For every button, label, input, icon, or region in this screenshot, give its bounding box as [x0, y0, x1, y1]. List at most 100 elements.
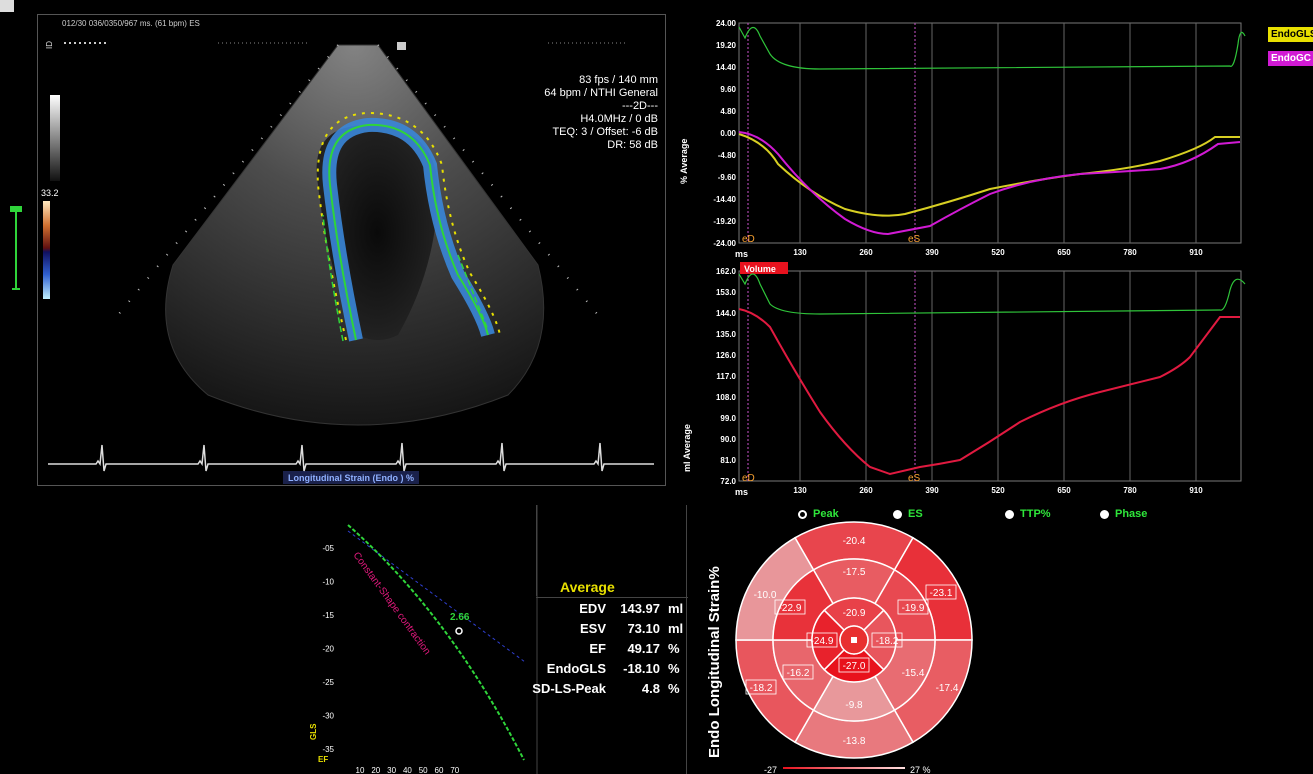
gls-ylabel: GLS [309, 723, 318, 740]
stats-title: Average [560, 579, 615, 595]
strain-y-tick: 19.20 [716, 41, 737, 50]
gls-y-tick: -05 [322, 544, 334, 553]
legend-endo-gc[interactable]: EndoGC [1268, 51, 1313, 66]
radio-peak[interactable]: Peak [798, 508, 839, 520]
bullseye-value-basal_inf: -13.8 [843, 736, 866, 747]
bullseye-value-mid_antlat: -19.9 [902, 603, 925, 614]
radio-es[interactable]: ES [893, 508, 923, 520]
view-label: Longitudinal Strain (Endo ) % [288, 473, 414, 483]
bullseye-value-apical_sep: -24.9 [811, 636, 834, 647]
bullseye-value-box [871, 632, 903, 648]
volume-title-bg [740, 262, 788, 274]
gls-ef-chart[interactable]: -05 -10 -15 -20 -25 -30 -35 10 20 30 40 50 60 70 GLS… [300, 505, 540, 774]
radio-phase-dot[interactable] [1100, 509, 1109, 519]
strain-y-tick: 14.40 [716, 63, 737, 72]
stats-label: EndoGLS [546, 661, 606, 676]
imaging-param-6: DR: 58 dB [607, 139, 658, 151]
ef-x-tick: 70 [450, 766, 459, 774]
bullseye-value-box [838, 657, 870, 673]
stats-label: SD-LS-Peak [532, 681, 606, 696]
radio-peak-dot[interactable] [798, 509, 807, 519]
volume-y-tick: 153.0 [716, 288, 737, 297]
volume-eD-marker: eD [742, 473, 755, 484]
volume-y-tick: 81.0 [720, 456, 736, 465]
bullseye-value-box [745, 679, 777, 695]
ecg-trace [48, 442, 654, 472]
stats-label: EDV [579, 601, 606, 616]
strain-y-tick: -9.60 [718, 173, 737, 182]
volume-y-tick: 108.0 [716, 393, 737, 402]
stats-unit: % [668, 661, 680, 676]
bullseye-value-apical_ant: -20.9 [843, 608, 866, 619]
radio-es-dot[interactable] [893, 509, 902, 519]
probe-marker [397, 42, 406, 50]
color-scale-value: 33.2 [41, 188, 59, 198]
volume-ecg-trace [738, 273, 1246, 315]
ef-x-tick: 60 [435, 766, 444, 774]
frame-slider[interactable] [10, 206, 22, 290]
strain-eS-marker: eS [908, 234, 921, 245]
strain-chart[interactable]: 24.00 19.20 14.40 9.60 4.80 0.00 -4.80 -9.60 -14… [660, 14, 1250, 264]
strain-y-tick: 24.00 [716, 19, 737, 28]
volume-y-tick: 72.0 [720, 477, 736, 486]
stats-row: EndoGLS -18.10% [536, 661, 688, 679]
volume-ms-label: ms [735, 487, 748, 497]
strain-x-tick: 130 [793, 248, 807, 257]
strain-y-tick: -14.40 [713, 195, 736, 204]
strain-ylabel: % Average [679, 139, 689, 184]
echo-mark-left: ID [45, 41, 54, 49]
echo-image[interactable]: 012/30 036/0350/967 ms. (61 bpm) ES ID 8… [38, 15, 665, 485]
volume-x-tick: 130 [793, 486, 807, 495]
bullseye-value-mid_inflat: -15.4 [902, 668, 925, 679]
bullseye-value-box [774, 599, 806, 615]
radio-ttp-dot[interactable] [1005, 509, 1014, 519]
volume-curve [738, 308, 1240, 476]
bullseye-value-box [897, 599, 929, 615]
strain-x-tick: 910 [1189, 248, 1203, 257]
stats-label: EF [589, 641, 606, 656]
bullseye-value-basal_antsep: -10.0 [754, 590, 777, 601]
corner-icon[interactable] [0, 0, 14, 12]
strain-x-tick: 390 [925, 248, 939, 257]
ef-x-tick: 50 [419, 766, 428, 774]
volume-chart[interactable]: 162.0 153.0 144.0 135.0 126.0 117.0 108.0 99.0 9… [660, 262, 1250, 507]
legend-endo-gls[interactable]: EndoGLS [1268, 27, 1313, 42]
volume-x-tick: 910 [1189, 486, 1203, 495]
volume-title: Volume [744, 264, 776, 274]
volume-ylabel: ml Average [682, 424, 692, 472]
volume-y-tick: 117.0 [716, 372, 736, 381]
volume-x-tick: 520 [991, 486, 1005, 495]
imaging-param-1: 83 fps / 140 mm [579, 74, 658, 86]
radio-ttp[interactable]: TTP% [1005, 508, 1051, 520]
volume-y-tick: 90.0 [720, 435, 736, 444]
stats-value: 4.8 [641, 681, 660, 696]
bullseye-center-marker [851, 637, 857, 643]
stats-row: SD-LS-Peak 4.8% [532, 681, 688, 699]
bullseye-value-basal_ant: -20.4 [843, 536, 866, 547]
volume-y-tick: 135.0 [716, 330, 737, 339]
strain-eD-marker: eD [742, 234, 755, 245]
frame-slider-handle[interactable] [10, 206, 22, 212]
stats-row: EDV 143.97 ml [536, 601, 688, 619]
stats-label: ESV [579, 621, 606, 636]
strain-x-tick: 260 [859, 248, 873, 257]
volume-x-tick: 390 [925, 486, 939, 495]
bullseye-value-mid_ant: -17.5 [843, 567, 866, 578]
gls-ef-curve [347, 524, 525, 761]
imaging-param-3: ---2D--- [622, 100, 658, 112]
strain-y-tick: 9.60 [720, 85, 736, 94]
strain-ecg-trace [738, 26, 1246, 70]
bullseye-value-apical_inf: -27.0 [843, 661, 866, 672]
strain-ms-label: ms [735, 249, 748, 259]
strain-y-tick: -4.80 [718, 151, 737, 160]
stats-unit: ml [668, 621, 684, 636]
patient-point[interactable] [455, 627, 463, 635]
volume-y-tick: 144.0 [716, 309, 737, 318]
radio-phase[interactable]: Phase [1100, 508, 1147, 520]
bullseye-scale-left: -27 [764, 765, 777, 774]
stats-unit: % [668, 681, 680, 696]
stats-value: 49.17 [627, 641, 660, 656]
strain-y-tick: 4.80 [720, 107, 736, 116]
bullseye-plot[interactable]: -20.4 -23.1 -17.4 -13.8 -18.2 -10.0 -17.5 -19.9… [730, 515, 990, 774]
gls-y-tick: -20 [322, 645, 334, 654]
